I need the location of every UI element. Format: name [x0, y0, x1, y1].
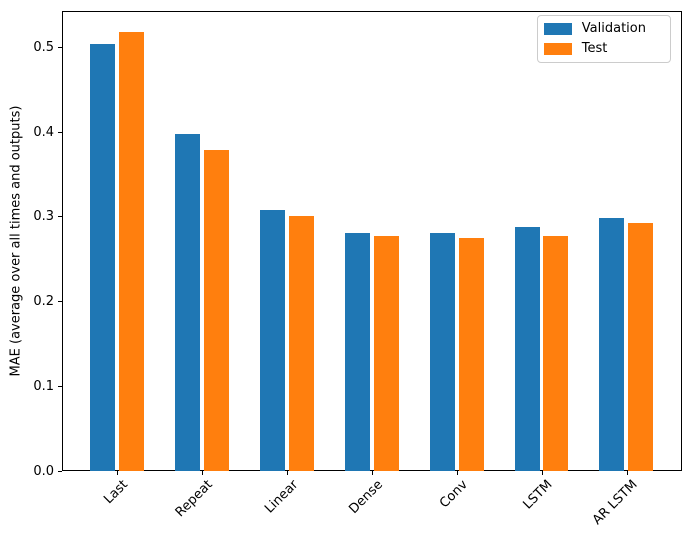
- y-axis-label: MAE (average over all times and outputs): [8, 105, 24, 377]
- bar-validation-last: [90, 44, 115, 471]
- plot-area: Validation Test: [62, 11, 682, 471]
- bar-test-dense: [374, 236, 399, 471]
- bar-validation-ar-lstm: [599, 218, 624, 471]
- x-tick-mark: [542, 471, 543, 475]
- y-tick-label: 0.2: [33, 294, 54, 309]
- bar-test-ar-lstm: [628, 223, 653, 471]
- bar-test-conv: [459, 238, 484, 471]
- x-tick-label-dense: Dense: [346, 477, 386, 517]
- x-tick-mark: [627, 471, 628, 475]
- test-color-swatch: [543, 43, 572, 55]
- legend-label-validation: Validation: [581, 21, 646, 36]
- y-tick-label: 0.0: [33, 464, 54, 479]
- bar-validation-repeat: [175, 134, 200, 471]
- y-tick-mark: [58, 47, 62, 48]
- bar-test-lstm: [543, 236, 568, 471]
- legend: Validation Test: [536, 15, 671, 63]
- bar-validation-dense: [345, 233, 370, 471]
- x-tick-label-repeat: Repeat: [172, 477, 216, 521]
- y-tick-mark: [58, 301, 62, 302]
- x-tick-label-last: Last: [101, 477, 131, 508]
- legend-label-test: Test: [581, 41, 608, 56]
- x-tick-mark: [117, 471, 118, 475]
- x-tick-label-ar-lstm: AR LSTM: [590, 477, 641, 529]
- y-tick-label: 0.5: [33, 40, 54, 55]
- y-tick-mark: [58, 132, 62, 133]
- bar-test-last: [119, 32, 144, 471]
- y-tick-mark: [58, 216, 62, 217]
- y-tick-label: 0.4: [33, 125, 54, 140]
- y-tick-label: 0.3: [33, 209, 54, 224]
- legend-entry-validation: Validation: [543, 21, 660, 37]
- bar-validation-linear: [260, 210, 285, 471]
- x-tick-label-lstm: LSTM: [520, 477, 556, 513]
- x-tick-mark: [457, 471, 458, 475]
- bar-test-linear: [289, 216, 314, 471]
- validation-color-swatch: [543, 23, 572, 35]
- bar-validation-conv: [430, 233, 455, 471]
- y-tick-mark: [58, 471, 62, 472]
- bar-validation-lstm: [515, 227, 540, 471]
- y-tick-mark: [58, 386, 62, 387]
- legend-entry-test: Test: [543, 41, 660, 57]
- x-tick-mark: [202, 471, 203, 475]
- bar-test-repeat: [204, 150, 229, 471]
- x-tick-label-linear: Linear: [261, 477, 301, 517]
- y-tick-label: 0.1: [33, 379, 54, 394]
- x-tick-mark: [372, 471, 373, 475]
- x-tick-mark: [287, 471, 288, 475]
- x-tick-label-conv: Conv: [436, 477, 471, 512]
